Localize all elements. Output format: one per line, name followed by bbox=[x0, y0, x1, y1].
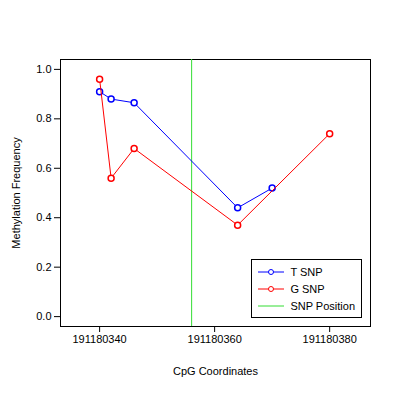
svg-text:0.4: 0.4 bbox=[36, 211, 51, 223]
svg-text:0.6: 0.6 bbox=[36, 162, 51, 174]
svg-text:0.2: 0.2 bbox=[36, 261, 51, 273]
svg-text:0.0: 0.0 bbox=[36, 310, 51, 322]
html-text:T SNP: T SNP bbox=[290, 265, 323, 278]
svg-text:0.8: 0.8 bbox=[36, 112, 51, 124]
svg-text:CpG Coordinates: CpG Coordinates bbox=[173, 365, 258, 377]
html-text:SNP Position: SNP Position bbox=[290, 299, 355, 312]
html-text:G SNP: G SNP bbox=[290, 282, 325, 295]
svg-text:Methylation Frequency: Methylation Frequency bbox=[10, 137, 22, 249]
svg-text:191180340: 191180340 bbox=[72, 333, 126, 345]
svg-text:1.0: 1.0 bbox=[36, 63, 51, 75]
svg-text:191180360: 191180360 bbox=[188, 333, 242, 345]
svg-text:191180380: 191180380 bbox=[303, 333, 357, 345]
